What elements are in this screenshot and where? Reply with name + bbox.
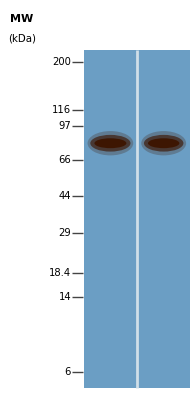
Text: MW: MW [10,14,34,24]
Ellipse shape [141,131,186,155]
Text: 97: 97 [58,121,71,131]
Text: 18.4: 18.4 [49,268,71,278]
Text: 14: 14 [58,292,71,302]
Text: 29: 29 [58,228,71,238]
Text: 116: 116 [52,106,71,116]
Text: 66: 66 [58,155,71,165]
Ellipse shape [144,135,183,152]
Ellipse shape [148,138,179,148]
Ellipse shape [94,138,126,148]
Text: 6: 6 [65,367,71,377]
Text: 200: 200 [52,57,71,67]
Ellipse shape [88,131,133,155]
Text: 44: 44 [59,191,71,201]
Text: (kDa): (kDa) [8,33,36,43]
Ellipse shape [90,135,131,152]
Bar [84,50,190,388]
